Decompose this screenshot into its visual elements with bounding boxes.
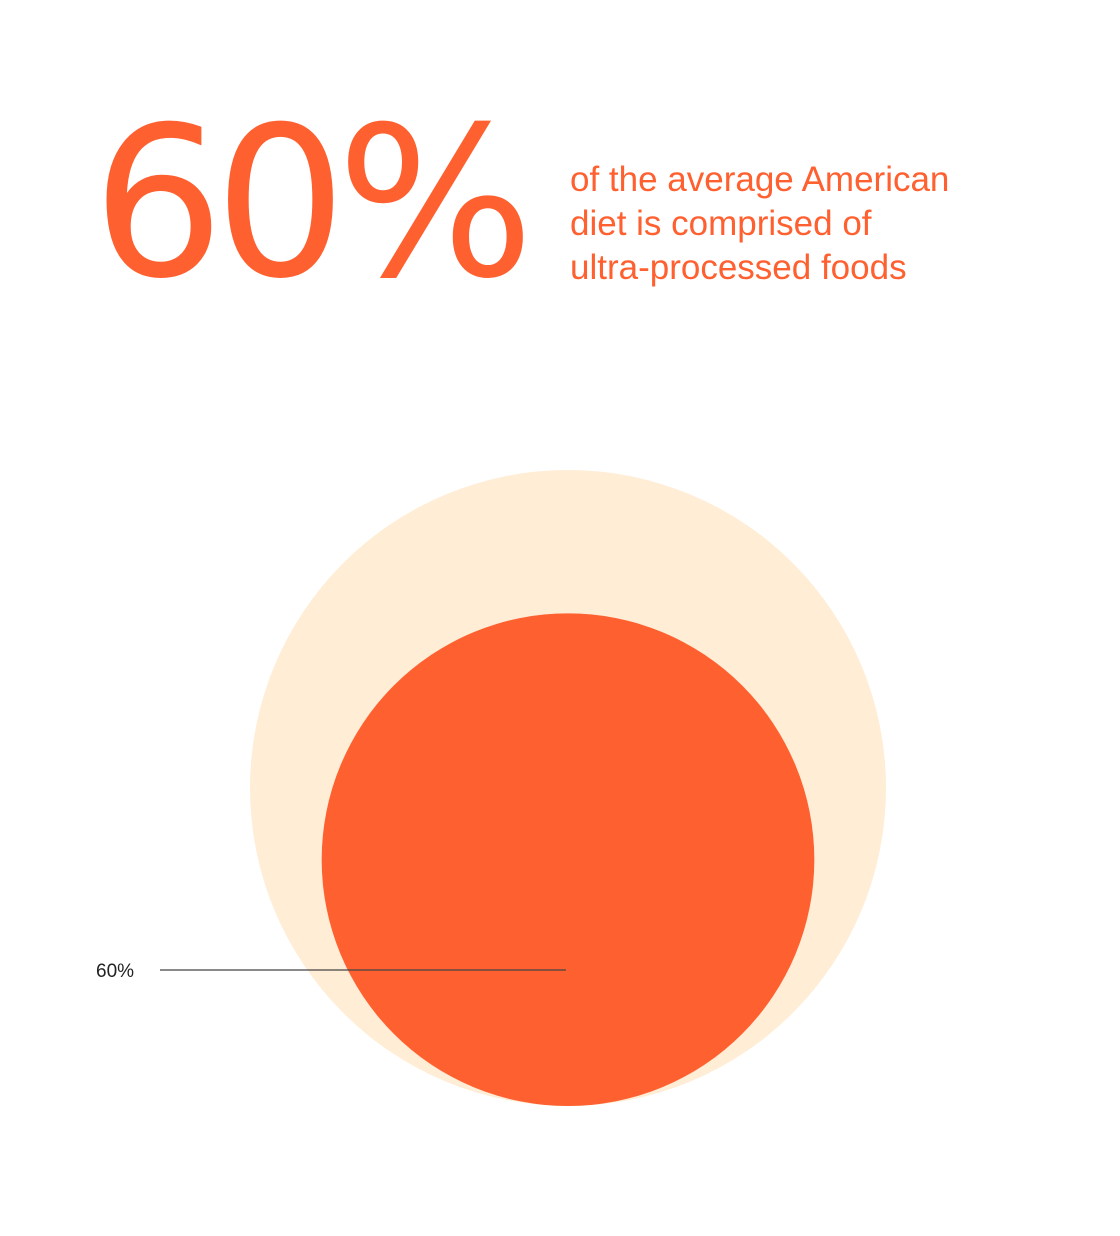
caption-line-1: of the average American [570, 160, 950, 199]
part-label: 60% [96, 961, 134, 982]
caption-line-3: ultra-processed foods [570, 248, 907, 287]
part-circle [321, 613, 815, 1106]
headline-stat: 60% [92, 83, 534, 325]
caption-line-2: diet is comprised of [570, 204, 872, 243]
headline-caption: of the average American diet is comprise… [570, 158, 1040, 290]
